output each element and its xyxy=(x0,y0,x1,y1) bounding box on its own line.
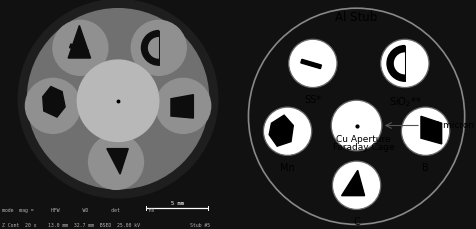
Text: C: C xyxy=(352,216,359,226)
FancyArrow shape xyxy=(300,60,321,69)
Circle shape xyxy=(332,161,380,210)
Text: mode  mag =      HFW        WD        det          HV: mode mag = HFW WD det HV xyxy=(2,207,154,212)
Text: 5 mm: 5 mm xyxy=(170,200,183,205)
Text: Stub #5: Stub #5 xyxy=(189,222,210,227)
Polygon shape xyxy=(170,95,193,119)
Text: Mn: Mn xyxy=(279,163,294,172)
Circle shape xyxy=(401,108,449,156)
Text: Cu Aperture: Cu Aperture xyxy=(336,134,390,143)
Polygon shape xyxy=(43,87,65,117)
Circle shape xyxy=(131,21,186,76)
Circle shape xyxy=(263,108,311,156)
Circle shape xyxy=(53,21,108,76)
Polygon shape xyxy=(68,26,90,59)
Text: B: B xyxy=(421,163,428,172)
Ellipse shape xyxy=(28,10,208,189)
Text: 200 micron: 200 micron xyxy=(422,120,474,129)
Polygon shape xyxy=(341,171,364,196)
Circle shape xyxy=(25,79,80,134)
Wedge shape xyxy=(394,54,404,74)
Text: SiO$_2$**: SiO$_2$** xyxy=(387,95,420,109)
Text: Faraday Cage: Faraday Cage xyxy=(332,142,394,151)
Wedge shape xyxy=(141,31,159,66)
Circle shape xyxy=(77,61,159,142)
Polygon shape xyxy=(107,149,128,174)
Circle shape xyxy=(155,79,210,134)
Text: SS*: SS* xyxy=(304,95,321,105)
Text: Z Cont  20 x    13.0 mm  32.7 mm  BSED  25.00 kV: Z Cont 20 x 13.0 mm 32.7 mm BSED 25.00 k… xyxy=(2,222,140,227)
Ellipse shape xyxy=(18,0,218,198)
Polygon shape xyxy=(420,117,441,144)
Wedge shape xyxy=(149,38,159,59)
Wedge shape xyxy=(386,46,404,82)
Circle shape xyxy=(288,40,337,88)
Circle shape xyxy=(89,135,143,189)
Circle shape xyxy=(330,101,381,151)
FancyArrow shape xyxy=(69,45,88,55)
Text: Al Stub: Al Stub xyxy=(335,11,377,24)
Circle shape xyxy=(380,40,428,88)
Polygon shape xyxy=(268,116,293,147)
